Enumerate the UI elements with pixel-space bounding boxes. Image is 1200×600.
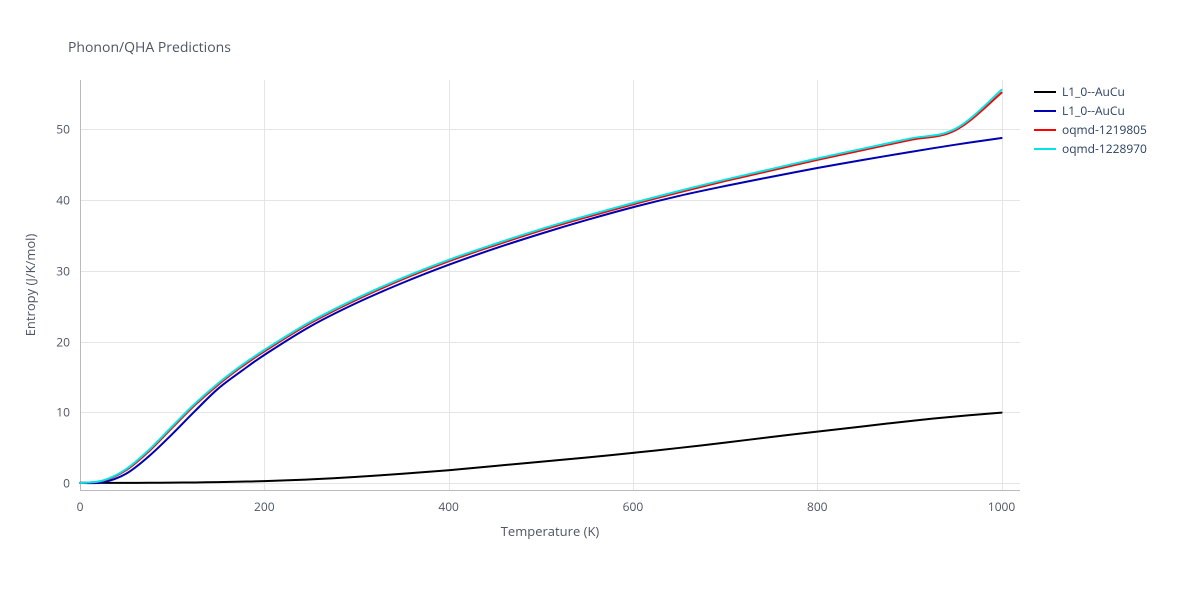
legend-item[interactable]: L1_0--AuCu (1034, 82, 1147, 101)
legend-item[interactable]: L1_0--AuCu (1034, 101, 1147, 120)
series-line[interactable] (80, 138, 1002, 483)
x-tick-label: 600 (623, 498, 644, 515)
legend: L1_0--AuCu L1_0--AuCu oqmd-1219805 oqmd-122… (1034, 82, 1147, 158)
series-line[interactable] (80, 90, 1002, 483)
legend-swatch (1034, 91, 1056, 93)
x-tick-label: 0 (77, 498, 84, 515)
legend-label: oqmd-1219805 (1062, 121, 1147, 138)
legend-label: L1_0--AuCu (1062, 83, 1125, 100)
legend-swatch (1034, 148, 1056, 150)
series-line[interactable] (80, 93, 1002, 483)
x-tick-label: 800 (807, 498, 828, 515)
chart-container: Phonon/QHA Predictions Temperature (K) E… (0, 0, 1200, 600)
x-axis-title: Temperature (K) (501, 522, 600, 540)
legend-item[interactable]: oqmd-1228970 (1034, 139, 1147, 158)
legend-label: L1_0--AuCu (1062, 102, 1125, 119)
legend-swatch (1034, 129, 1056, 131)
legend-item[interactable]: oqmd-1219805 (1034, 120, 1147, 139)
x-tick-label: 200 (254, 498, 275, 515)
legend-label: oqmd-1228970 (1062, 140, 1147, 157)
series-layer (0, 0, 1022, 492)
x-tick-label: 400 (438, 498, 459, 515)
x-tick-label: 1000 (988, 498, 1015, 515)
series-line[interactable] (80, 413, 1002, 483)
legend-swatch (1034, 110, 1056, 112)
